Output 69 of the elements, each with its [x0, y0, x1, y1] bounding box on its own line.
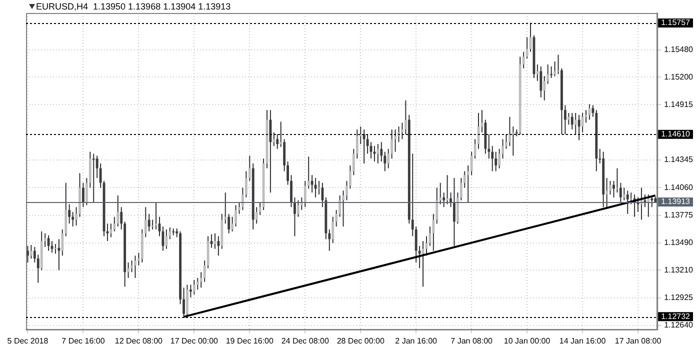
- candlestick: [92, 153, 95, 203]
- candlestick: [626, 190, 629, 214]
- candlestick: [82, 182, 84, 208]
- y-tick-label: 1.12925: [664, 293, 694, 302]
- candlestick: [622, 187, 626, 201]
- y-tick-label: 1.14915: [664, 100, 694, 109]
- candlestick: [189, 284, 192, 298]
- candlestick: [616, 168, 618, 194]
- candlestick: [376, 144, 380, 164]
- candlestick: [30, 244, 32, 260]
- x-tick-label: 7 Jan 08:00: [450, 336, 494, 346]
- candlestick: [134, 255, 136, 278]
- candlestick: [58, 238, 60, 271]
- candlestick: [116, 194, 120, 228]
- candlestick: [310, 174, 314, 194]
- candlestick: [47, 234, 50, 252]
- candlestick: [550, 66, 553, 79]
- candlestick: [366, 134, 369, 154]
- candlestick: [148, 213, 150, 232]
- x-tick-label: 17 Dec 00:00: [170, 336, 219, 346]
- x-tick-label: 28 Dec 00:00: [336, 336, 385, 346]
- ref-line-label: 1.13913: [661, 197, 691, 206]
- candlestick: [165, 228, 168, 250]
- y-tick-label: 1.15200: [664, 72, 694, 82]
- chart-title: EURUSD,H4 1.13950 1.13968 1.13904 1.13913: [36, 1, 231, 12]
- candlestick: [574, 112, 577, 135]
- candlestick: [217, 236, 220, 256]
- y-tick-label: 1.13210: [664, 265, 694, 274]
- candlestick: [647, 194, 650, 218]
- x-tick-label: 10 Jan 00:00: [504, 336, 551, 346]
- candlestick: [554, 61, 556, 77]
- x-tick-label: 2 Jan 16:00: [395, 336, 438, 346]
- candlestick: [446, 174, 449, 205]
- candlestick: [276, 134, 279, 150]
- x-tick-label: 5 Dec 2018: [7, 336, 49, 346]
- y-tick-label: 1.14060: [664, 182, 694, 192]
- y-tick-label: 1.13775: [664, 210, 694, 220]
- candlestick: [570, 112, 574, 130]
- candlestick: [567, 112, 570, 126]
- x-tick-label: 24 Dec 08:00: [281, 336, 330, 346]
- candlestick: [578, 114, 580, 141]
- candlestick: [68, 204, 71, 224]
- candlestick: [296, 200, 300, 218]
- ref-line-label: 1.15757: [661, 18, 691, 28]
- candlestick: [498, 148, 501, 169]
- candlestick: [269, 110, 272, 194]
- candlestick: [540, 66, 542, 98]
- candlestick: [110, 223, 112, 238]
- x-tick-label: 14 Jan 16:00: [559, 336, 606, 346]
- y-tick-label: 1.14345: [664, 155, 694, 164]
- x-tick-label: 17 Jan 08:00: [614, 336, 662, 346]
- candlestick: [619, 182, 622, 203]
- candlestick: [192, 279, 196, 295]
- ref-line-label: 1.14610: [661, 130, 691, 139]
- candlestick: [234, 204, 237, 228]
- y-tick-label: 1.13490: [664, 238, 694, 248]
- x-tick-label: 19 Dec 16:00: [226, 336, 274, 346]
- candlestick: [380, 142, 383, 162]
- candlestick: [512, 126, 514, 156]
- candlestick: [362, 128, 366, 164]
- x-tick-label: 12 Dec 08:00: [114, 336, 164, 346]
- candlestick: [630, 192, 632, 205]
- candlestick: [442, 192, 446, 208]
- candlestick: [453, 177, 456, 246]
- candlestick: [36, 254, 40, 284]
- ref-line-label: 1.12732: [661, 312, 691, 321]
- y-tick-label: 1.15480: [664, 45, 694, 54]
- x-tick-label: 7 Dec 16:00: [62, 336, 106, 346]
- y-tick-label: 1.12640: [664, 320, 694, 330]
